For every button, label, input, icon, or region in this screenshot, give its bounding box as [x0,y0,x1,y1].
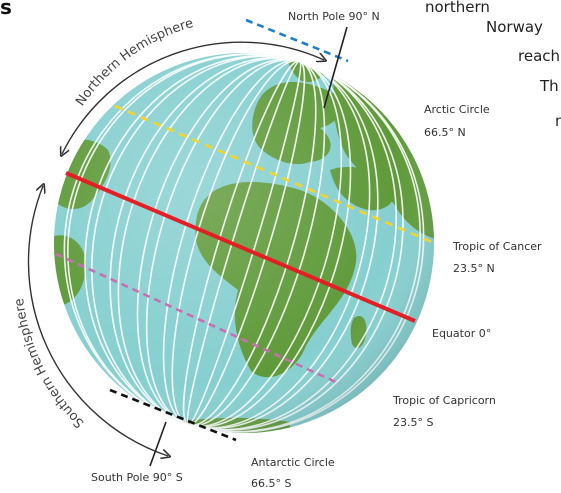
antarctic-circle-line [109,388,237,442]
equator-label: Equator 0° [432,327,491,340]
arctic-circle-line [245,18,349,63]
antarctic-circle-label: Antarctic Circle [251,456,335,469]
tropic-of-cancer-latitude: 23.5° N [453,262,495,275]
southern-hemisphere-arrow [27,186,168,456]
heading-fragment: s [0,0,12,19]
text-fragment-4: Th [540,77,559,95]
north-pole-label: North Pole 90° N [288,10,380,23]
axis-bottom [149,421,167,467]
tropic-of-capricorn-latitude: 23.5° S [393,416,433,429]
tropic-of-capricorn-label: Tropic of Capricorn [392,394,496,407]
text-fragment-2: Norway [486,18,543,36]
text-fragment-5: n [555,112,561,130]
arctic-circle-latitude: 66.5° N [424,126,466,139]
text-fragment-1: northern [425,0,490,16]
tropic-of-cancer-label: Tropic of Cancer [452,240,542,253]
antarctic-circle-latitude: 66.5° S [251,477,291,490]
northern-hemisphere-arrow [62,41,324,154]
arctic-circle-label: Arctic Circle [424,103,490,116]
globe-shading [54,53,434,433]
south-pole-label: South Pole 90° S [91,471,183,484]
text-fragment-3: reach [518,47,561,65]
